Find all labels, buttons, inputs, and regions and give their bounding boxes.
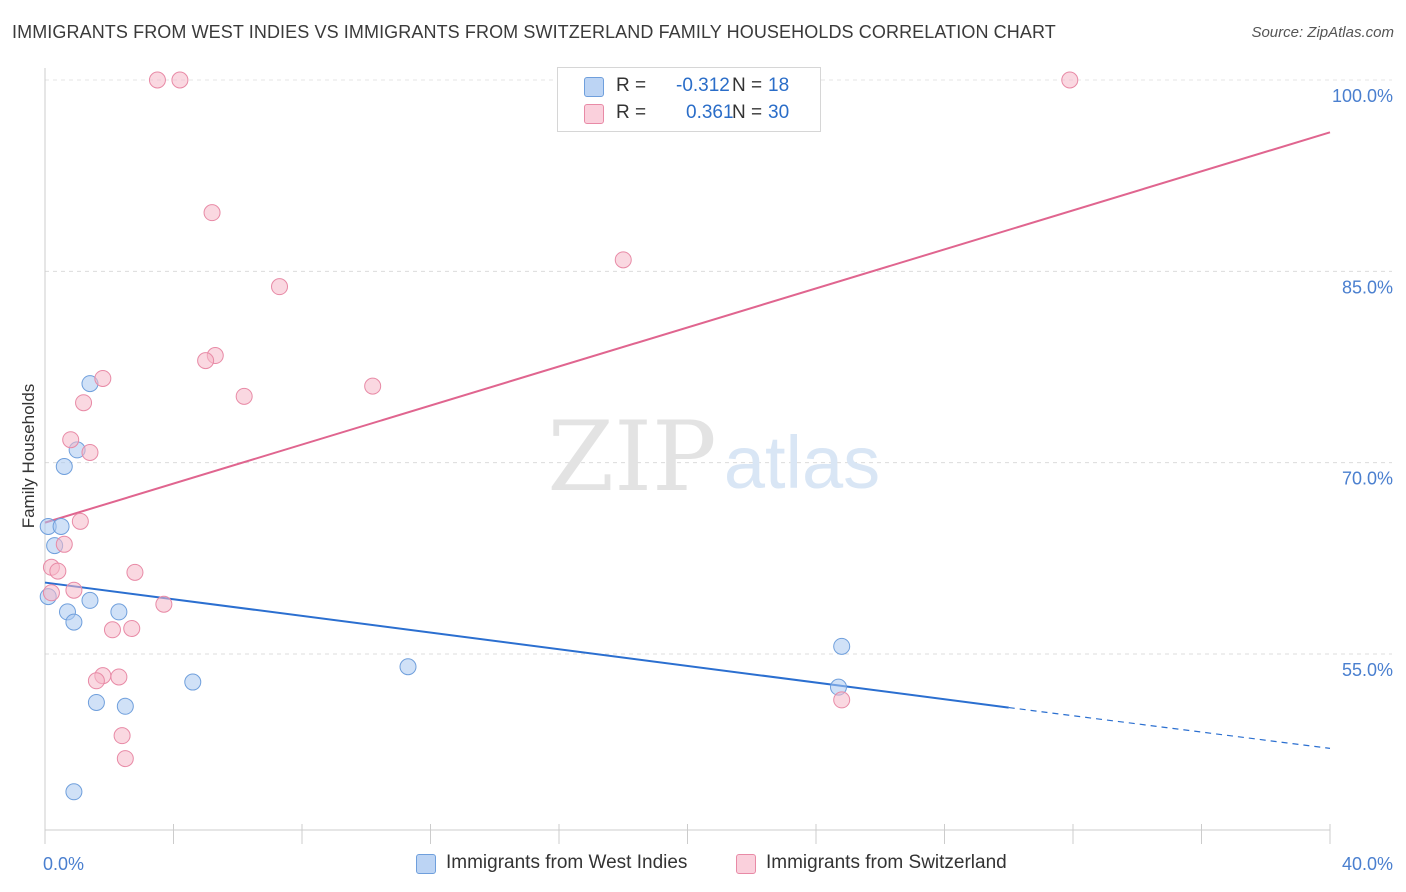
y-tick-label: 70.0% bbox=[1342, 469, 1393, 489]
x-tick-label: 40.0% bbox=[1342, 854, 1393, 874]
series-swatch-blue bbox=[416, 854, 436, 874]
data-point-series-1 bbox=[110, 668, 128, 686]
data-point-series-1 bbox=[126, 563, 144, 581]
watermark-zip: ZIP bbox=[547, 401, 716, 513]
data-point-series-1 bbox=[235, 387, 253, 405]
data-point-series-1 bbox=[271, 278, 289, 296]
data-point-series-1 bbox=[203, 204, 221, 222]
data-point-series-1 bbox=[103, 621, 121, 639]
data-point-series-1 bbox=[42, 584, 60, 602]
data-point-series-1 bbox=[87, 672, 105, 690]
data-point-series-0 bbox=[52, 517, 70, 535]
y-tick-label: 85.0% bbox=[1342, 277, 1393, 297]
data-point-series-1 bbox=[833, 691, 851, 709]
data-point-series-1 bbox=[614, 251, 632, 269]
correlation-legend: R = -0.312 N = 18 R = 0.361 N = 30 bbox=[557, 67, 821, 132]
chart-title: IMMIGRANTS FROM WEST INDIES VS IMMIGRANT… bbox=[12, 22, 1056, 42]
data-point-series-0 bbox=[65, 613, 83, 631]
data-point-series-0 bbox=[184, 673, 202, 691]
trend-line-1 bbox=[44, 131, 1331, 524]
tick-labels: 55.0% 70.0% 85.0% 100.0% 0.0% 40.0% bbox=[43, 86, 1393, 874]
data-point-series-0 bbox=[833, 637, 851, 655]
data-point-series-1 bbox=[62, 431, 80, 449]
y-axis-label: Family Households bbox=[19, 384, 38, 529]
data-points bbox=[39, 71, 1079, 801]
series-label-switzerland: Immigrants from Switzerland bbox=[766, 852, 1007, 873]
data-point-series-0 bbox=[65, 783, 83, 801]
legend-n-value: 30 bbox=[768, 102, 790, 123]
data-point-series-1 bbox=[65, 581, 83, 599]
data-point-series-0 bbox=[81, 591, 99, 609]
data-point-series-1 bbox=[116, 750, 134, 768]
data-point-series-1 bbox=[1061, 71, 1079, 89]
source-label: Source: ZipAtlas.com bbox=[1251, 24, 1394, 41]
data-point-series-0 bbox=[110, 603, 128, 621]
y-tick-label: 100.0% bbox=[1332, 86, 1393, 106]
data-point-series-1 bbox=[155, 595, 173, 613]
legend-r-value: -0.312 bbox=[676, 75, 730, 96]
legend-n-label: N = bbox=[732, 75, 763, 96]
legend-n-label: N = bbox=[732, 102, 763, 123]
data-point-series-1 bbox=[94, 369, 112, 387]
data-point-series-1 bbox=[75, 394, 93, 412]
data-point-series-1 bbox=[49, 562, 67, 580]
data-point-series-1 bbox=[113, 727, 131, 745]
series-label-west-indies: Immigrants from West Indies bbox=[446, 852, 688, 873]
data-point-series-1 bbox=[81, 443, 99, 461]
series-swatch-pink bbox=[736, 854, 756, 874]
grid-lines bbox=[45, 79, 1392, 655]
trend-line-extension-0 bbox=[1008, 706, 1331, 749]
legend-n-value: 18 bbox=[768, 75, 790, 96]
legend-r-label: R = bbox=[616, 102, 647, 123]
trend-line-0 bbox=[44, 581, 1009, 709]
data-point-series-1 bbox=[148, 71, 166, 89]
axes bbox=[44, 68, 1331, 844]
data-point-series-0 bbox=[399, 658, 417, 676]
data-point-series-1 bbox=[364, 377, 382, 395]
data-point-series-1 bbox=[55, 535, 73, 553]
data-point-series-0 bbox=[87, 693, 105, 711]
x-tick-label: 0.0% bbox=[43, 854, 84, 874]
data-point-series-1 bbox=[171, 71, 189, 89]
legend-swatch-pink bbox=[584, 104, 604, 124]
legend-r-value: 0.361 bbox=[686, 102, 734, 123]
data-point-series-0 bbox=[116, 697, 134, 715]
data-point-series-1 bbox=[123, 619, 141, 637]
y-tick-label: 55.0% bbox=[1342, 660, 1393, 680]
legend-swatch-blue bbox=[584, 77, 604, 97]
data-point-series-0 bbox=[55, 457, 73, 475]
legend-r-label: R = bbox=[616, 75, 647, 96]
data-point-series-1 bbox=[71, 512, 89, 530]
watermark-atlas: atlas bbox=[724, 421, 880, 504]
data-point-series-1 bbox=[197, 352, 215, 370]
trend-lines bbox=[44, 131, 1331, 749]
